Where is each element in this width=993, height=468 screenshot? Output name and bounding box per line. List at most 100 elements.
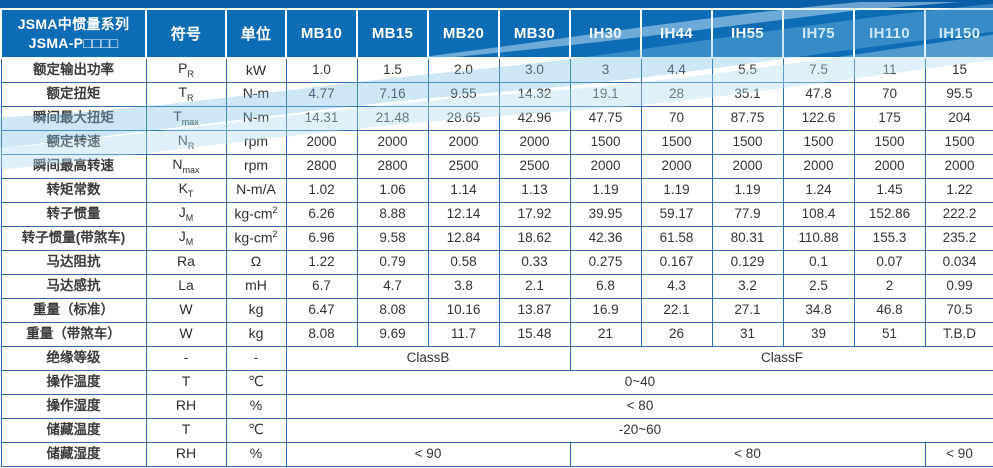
value-cell-ih150: 95.5 xyxy=(924,81,993,107)
value-cell-ih30: 39.95 xyxy=(569,201,642,227)
value-cell-mb20: 2000 xyxy=(427,129,500,155)
value-cell-ih55: 80.31 xyxy=(711,225,784,251)
value-cell-ih75: 2000 xyxy=(782,153,855,179)
value-cell-ih110: 70 xyxy=(853,81,926,107)
value-cell-ih55: 27.1 xyxy=(711,297,784,323)
value-cell-ih150: 235.2 xyxy=(924,225,993,251)
row-label: 额定输出功率 xyxy=(0,57,147,83)
value-cell-ih150: 2000 xyxy=(924,153,993,179)
value-cell-ih30: 2000 xyxy=(569,153,642,179)
value-cell-mb10: 6.47 xyxy=(285,297,358,323)
value-cell-mb15: 9.69 xyxy=(356,321,429,347)
value-cell-ih44: 2000 xyxy=(640,153,713,179)
value-cell-ih30: 0.275 xyxy=(569,249,642,275)
merged-value-cell: < 90 xyxy=(924,441,993,467)
model-column-header-mb20: MB20 xyxy=(427,8,500,59)
value-cell-mb30: 42.96 xyxy=(498,105,571,131)
row-label: 操作湿度 xyxy=(0,393,147,419)
value-cell-mb10: 6.26 xyxy=(285,201,358,227)
merged-value-cell: < 80 xyxy=(569,441,926,467)
row-symbol: Tmax xyxy=(145,105,227,131)
value-cell-ih30: 47.75 xyxy=(569,105,642,131)
row-unit: Ω xyxy=(225,249,287,275)
model-column-header-mb15: MB15 xyxy=(356,8,429,59)
value-cell-ih75: 108.4 xyxy=(782,201,855,227)
spec-row: 额定转速 NR rpm 2000 2000 2000 2000 1500 1500 1500 150… xyxy=(0,129,993,155)
model-column-header-ih150: IH150 xyxy=(924,8,993,59)
merged-value-cell: < 80 xyxy=(285,393,993,419)
value-cell-ih75: 7.5 xyxy=(782,57,855,83)
value-cell-ih110: 46.8 xyxy=(853,297,926,323)
value-cell-ih75: 0.1 xyxy=(782,249,855,275)
value-cell-mb10: 2000 xyxy=(285,129,358,155)
spec-row: 储藏湿度 RH% < 90 < 80 < 90 xyxy=(0,441,993,467)
value-cell-ih44: 28 xyxy=(640,81,713,107)
value-cell-ih150: 0.99 xyxy=(924,273,993,299)
value-cell-mb20: 2.0 xyxy=(427,57,500,83)
value-cell-mb15: 4.7 xyxy=(356,273,429,299)
row-unit: kg xyxy=(225,297,287,323)
value-cell-mb10: 6.7 xyxy=(285,273,358,299)
spec-row: 绝缘等级 - - ClassB ClassF xyxy=(0,345,993,371)
value-cell-ih44: 4.3 xyxy=(640,273,713,299)
value-cell-ih110: 1500 xyxy=(853,129,926,155)
value-cell-ih150: 204 xyxy=(924,105,993,131)
row-unit: kg xyxy=(225,321,287,347)
row-symbol: W xyxy=(145,297,227,323)
row-label: 重量（标准） xyxy=(0,297,147,323)
row-label: 操作温度 xyxy=(0,369,147,395)
value-cell-ih55: 35.1 xyxy=(711,81,784,107)
row-unit: kg-cm2 xyxy=(225,201,287,227)
spec-row: 转子惯量 JM kg-cm2 6.26 8.88 12.14 17.92 39.95 59.17… xyxy=(0,201,993,227)
spec-row: 马达阻抗 Ra Ω 1.22 0.79 0.58 0.33 0.275 0.167 0.129 0.… xyxy=(0,249,993,275)
value-cell-mb20: 1.14 xyxy=(427,177,500,203)
row-label: 储藏温度 xyxy=(0,417,147,443)
value-cell-mb10: 8.08 xyxy=(285,321,358,347)
row-symbol: TR xyxy=(145,81,227,107)
value-cell-ih110: 51 xyxy=(853,321,926,347)
row-label: 储藏湿度 xyxy=(0,441,147,467)
value-cell-mb15: 2000 xyxy=(356,129,429,155)
merged-value-cell: -20~60 xyxy=(285,417,993,443)
spec-row: 额定扭矩 TR N-m 4.77 7.16 9.55 14.32 19.1 28 35.1 47.8… xyxy=(0,81,993,107)
value-cell-mb30: 2.1 xyxy=(498,273,571,299)
row-symbol: Ra xyxy=(145,249,227,275)
spec-row: 操作温度 T ℃ 0~40 xyxy=(0,369,993,395)
row-unit: ℃ xyxy=(225,417,287,443)
value-cell-mb20: 12.14 xyxy=(427,201,500,227)
series-title-line2: JSMA-P□□□□ xyxy=(28,34,119,51)
row-unit: rpm xyxy=(225,129,287,155)
row-symbol: NR xyxy=(145,129,227,155)
series-title-cell: JSMA中惯量系列 JSMA-P□□□□ xyxy=(0,8,147,59)
merged-value-cell: < 90 xyxy=(285,441,571,467)
row-symbol: T xyxy=(145,417,227,443)
value-cell-ih44: 4.4 xyxy=(640,57,713,83)
model-column-header-ih75: IH75 xyxy=(782,8,855,59)
value-cell-mb30: 14.32 xyxy=(498,81,571,107)
value-cell-ih30: 6.8 xyxy=(569,273,642,299)
value-cell-ih44: 22.1 xyxy=(640,297,713,323)
value-cell-ih110: 2 xyxy=(853,273,926,299)
value-cell-ih30: 1500 xyxy=(569,129,642,155)
value-cell-ih55: 1.19 xyxy=(711,177,784,203)
header-row: JSMA中惯量系列 JSMA-P□□□□ 符号 单位 MB10 MB15 MB20 M… xyxy=(0,8,993,59)
model-column-header-mb10: MB10 xyxy=(285,8,358,59)
value-cell-ih150: 70.5 xyxy=(924,297,993,323)
value-cell-ih75: 1500 xyxy=(782,129,855,155)
value-cell-mb15: 8.08 xyxy=(356,297,429,323)
value-cell-ih110: 0.07 xyxy=(853,249,926,275)
row-label: 额定转速 xyxy=(0,129,147,155)
value-cell-ih150: 0.034 xyxy=(924,249,993,275)
value-cell-mb15: 1.5 xyxy=(356,57,429,83)
value-cell-ih75: 34.8 xyxy=(782,297,855,323)
row-unit: - xyxy=(225,345,287,371)
value-cell-ih110: 1.45 xyxy=(853,177,926,203)
spec-row: 转子惯量(带煞车) JM kg-cm2 6.96 9.58 12.84 18.62 42.36… xyxy=(0,225,993,251)
spec-row: 储藏温度 T ℃ -20~60 xyxy=(0,417,993,443)
value-cell-mb10: 1.0 xyxy=(285,57,358,83)
value-cell-mb30: 13.87 xyxy=(498,297,571,323)
row-unit: rpm xyxy=(225,153,287,179)
value-cell-mb20: 10.16 xyxy=(427,297,500,323)
